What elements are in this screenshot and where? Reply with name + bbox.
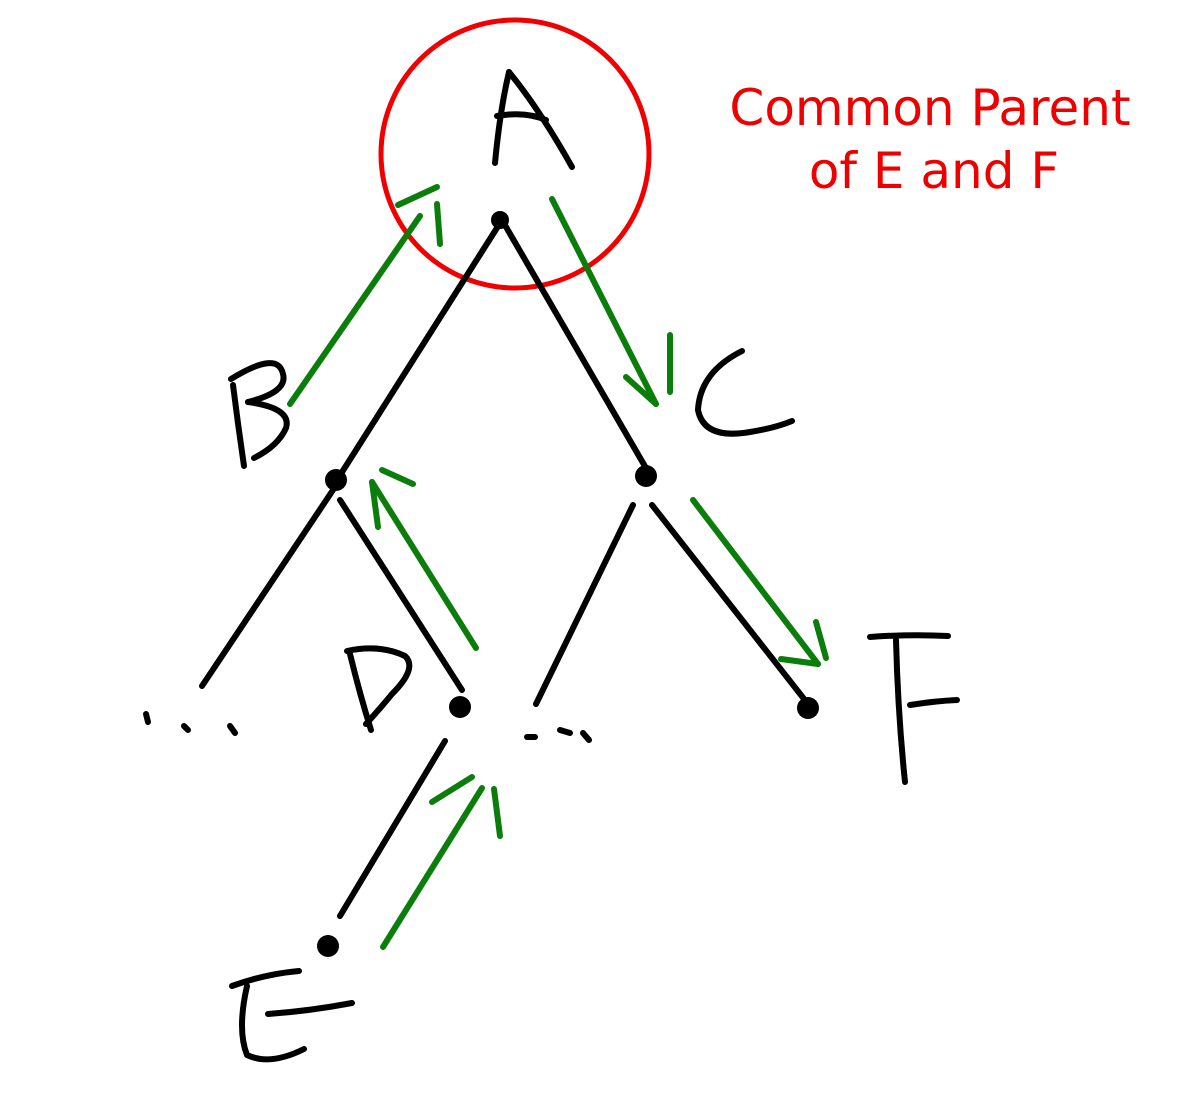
label-b (228, 360, 290, 469)
edge-b-d (337, 497, 465, 693)
label-a (492, 69, 575, 170)
label-f (867, 632, 960, 785)
edge-b-ellipsis (199, 487, 336, 689)
node-b-dot (325, 469, 347, 491)
ellipsis-right-dot (580, 730, 592, 743)
ellipsis-right-dot (557, 727, 573, 736)
node-a-dot (491, 211, 509, 229)
tree-edges (199, 217, 811, 919)
ellipsis-left-dot (143, 711, 151, 725)
arrow-e-to-d (380, 774, 503, 950)
node-e-dot (317, 935, 339, 957)
ellipsis-right (524, 727, 592, 743)
node-f-dot (797, 697, 819, 719)
ellipsis-left-dot (181, 723, 191, 733)
common-parent-highlight-circle (378, 17, 652, 291)
arrow-b-to-a (287, 184, 443, 407)
edge-a-b (334, 217, 505, 483)
label-d (344, 645, 413, 733)
callout-line-2: of E and F (809, 142, 1059, 200)
edge-d-e (337, 738, 448, 919)
node-d-dot (449, 696, 471, 718)
tree-node-dots (317, 211, 819, 957)
arrow-a-to-c (549, 196, 673, 407)
callout-line-1: Common Parent (729, 79, 1130, 137)
edge-c-ellipsis (533, 502, 636, 707)
ellipsis-left (143, 711, 238, 736)
arrow-c-to-f (690, 497, 829, 667)
ellipsis-left-dot (227, 723, 238, 736)
path-arrows (287, 184, 829, 950)
node-c-dot (635, 465, 657, 487)
edge-c-f (649, 502, 811, 707)
edge-a-c (499, 217, 653, 478)
label-c (695, 348, 795, 437)
label-e (229, 968, 355, 1063)
arrow-d-to-b (369, 467, 479, 651)
